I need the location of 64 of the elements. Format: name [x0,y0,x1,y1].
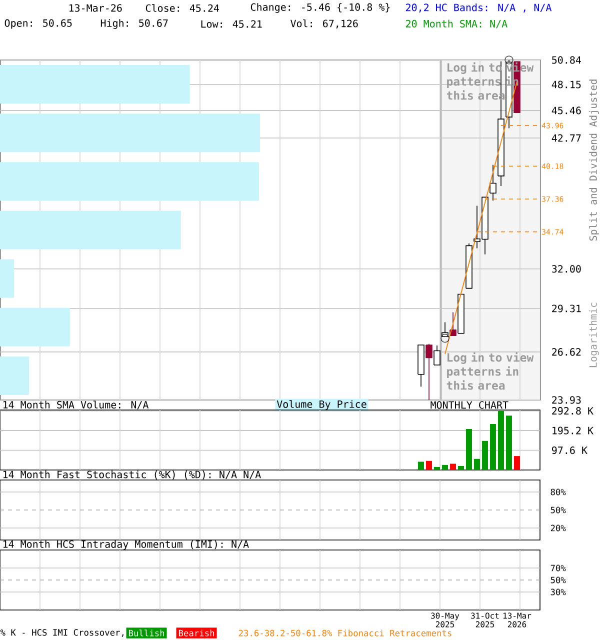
text: 20 Month SMA: N/A [406,20,508,28]
y-tick-label: 97.6 K [552,446,588,454]
text: 70% [550,564,566,572]
bar [466,428,472,470]
bar [418,462,424,470]
bar [0,356,30,395]
text: Low: 45.21 [201,20,262,28]
text: MONTHLY CHART [430,401,508,409]
candlestick [450,312,456,336]
text: 14 Month HCS Intraday Momentum (IMI): N/A [3,540,249,550]
y-tick-label: 45.46 [552,106,581,114]
text: 50% [550,506,566,514]
bar [0,259,14,298]
candlestick [426,343,432,400]
y-tick-label: 26.62 [552,348,581,356]
text: Bullish [128,630,164,636]
bar [450,464,456,470]
text: % K - HCS IMI Crossover, [0,629,124,637]
y-tick-label: 48.15 [552,80,581,88]
candlestick [490,164,496,201]
bar [490,424,496,470]
text: 31-Oct 2025 [471,612,499,628]
text: 50% [550,576,566,584]
annotation: Log in to view patterns in this area [446,352,534,390]
text: 20,2 HC Bands: N/A , N/A [406,4,552,12]
text: 23.6-38.2-50-61.8% Fibonacci Retracements [238,630,452,636]
text: 20% [550,524,566,532]
bar [474,458,480,470]
text: Open: 50.65 [4,19,72,29]
text: 13-Mar-26 [69,4,122,12]
text: 30-May 2025 [431,612,460,628]
bar [0,210,181,250]
y-axis-title: Split and Dividend Adjusted [589,80,599,241]
y-tick-label: 42.77 [552,134,581,142]
bar [458,466,464,470]
y-tick-label: 23.93 [552,396,581,404]
text: High: 50.67 [100,19,168,29]
bar [434,466,440,470]
bar [482,440,488,470]
bar [0,308,70,346]
text: 14 Month Fast Stochastic (%K) (%D): N/A N/A [3,470,261,480]
text: Volume By Price [276,400,366,410]
y-tick-label: 32.00 [552,265,581,273]
bar [514,456,520,470]
bar [426,460,432,470]
text: Bearish [178,630,214,636]
text: Logarithmic [589,302,599,368]
bar [0,65,190,104]
text: Vol: 67,126 [290,19,358,29]
text: Close: 45.24 [146,4,220,12]
text: 30% [550,588,566,596]
bar [442,464,448,470]
text: 13-Mar 2026 [504,612,532,628]
text: 14 Month SMA Volume: N/A [3,400,149,410]
y-tick-label: 195.2 K [552,426,594,434]
y-tick-label: 292.8 K [552,407,594,415]
text: Change: -5.46 {-10.8 %} [250,3,390,13]
text: 80% [550,488,566,496]
y-tick-label: 50.84 [552,56,581,64]
bar [0,114,260,152]
bar [0,162,259,201]
y-tick-label: 29.31 [552,304,581,312]
bar [498,411,504,470]
bar [506,416,512,470]
